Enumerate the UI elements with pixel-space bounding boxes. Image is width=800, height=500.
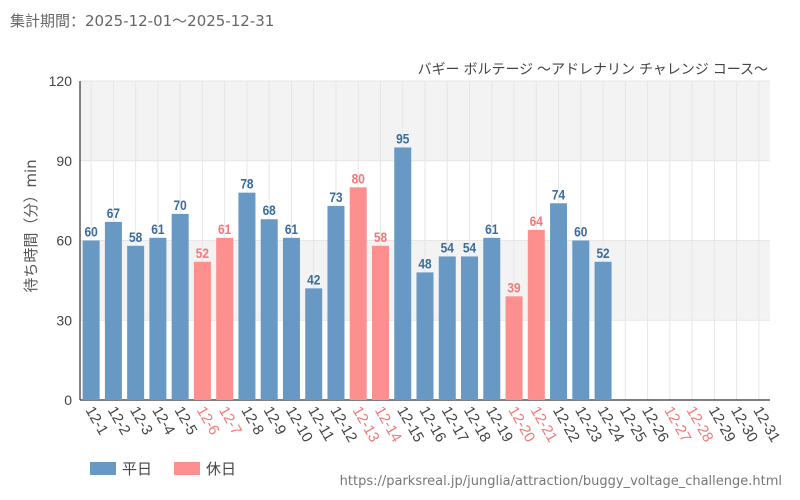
bar-12-8 — [238, 192, 256, 400]
bar-12-7 — [216, 237, 234, 400]
bar-value-label: 54 — [463, 240, 477, 256]
bar-12-23 — [572, 240, 590, 400]
bar-12-17 — [438, 256, 456, 400]
bar-12-9 — [260, 219, 278, 400]
bar-value-label: 80 — [352, 170, 365, 186]
bar-12-1 — [82, 240, 100, 400]
bar-12-6 — [193, 261, 211, 400]
bar-12-3 — [127, 245, 145, 400]
bar-12-19 — [483, 237, 501, 400]
bar-value-label: 58 — [129, 229, 142, 245]
x-tick-labels: 12-112-212-312-412-512-612-712-812-912-1… — [82, 404, 784, 446]
x-tick-label: 12-2 — [104, 404, 134, 439]
bar-value-label: 60 — [574, 224, 587, 240]
y-tick-label: 0 — [64, 392, 72, 408]
bar-value-label: 95 — [396, 131, 409, 147]
bar-12-5 — [171, 213, 189, 400]
bar-value-label: 67 — [107, 205, 120, 221]
source-url: https://parksreal.jp/junglia/attraction/… — [339, 474, 782, 489]
bar-12-14 — [371, 245, 389, 400]
legend-weekday: 平日 — [90, 458, 152, 479]
x-tick-label: 12-9 — [260, 404, 290, 439]
bar-value-label: 54 — [441, 240, 455, 256]
bar-value-label: 42 — [307, 271, 320, 287]
x-tick-label: 12-4 — [148, 404, 178, 439]
bar-value-label: 73 — [329, 189, 342, 205]
x-tick-label: 12-7 — [215, 404, 245, 439]
legend-holiday: 休日 — [174, 458, 236, 479]
bar-12-16 — [416, 272, 434, 400]
bar-value-label: 58 — [374, 229, 387, 245]
bar-12-10 — [282, 237, 300, 400]
bar-value-label: 74 — [552, 186, 566, 202]
bar-value-label: 70 — [174, 197, 187, 213]
bar-value-label: 61 — [285, 221, 298, 237]
period-label: 集計期間：2025-12-01～2025-12-31 — [10, 12, 275, 30]
x-tick-label: 12-6 — [193, 404, 223, 439]
bar-12-20 — [505, 296, 523, 400]
bar-12-18 — [461, 256, 479, 400]
bar-12-11 — [305, 288, 323, 400]
bar-value-label: 64 — [530, 213, 544, 229]
y-axis-label: 待ち時間（分）min — [22, 159, 40, 292]
x-tick-label: 12-3 — [126, 404, 156, 439]
bar-12-2 — [104, 221, 122, 400]
y-tick-label: 30 — [56, 312, 72, 328]
bar-value-label: 39 — [507, 279, 520, 295]
x-tick-label: 12-8 — [237, 404, 267, 439]
legend-holiday-label: 休日 — [206, 460, 237, 478]
y-tick-label: 60 — [56, 233, 72, 249]
bar-value-label: 52 — [196, 245, 209, 261]
bar-value-label: 48 — [418, 255, 431, 271]
bar-value-label: 60 — [85, 224, 98, 240]
x-tick-label: 12-1 — [82, 404, 112, 439]
y-tick-labels: 0 30 60 90 120 — [49, 73, 73, 408]
bar-12-12 — [327, 205, 345, 400]
bar-value-label: 61 — [151, 221, 164, 237]
chart-title: バギー ボルテージ ～アドレナリン チャレンジ コース～ — [418, 61, 768, 77]
bar-value-label: 68 — [263, 202, 276, 218]
y-tick-label: 90 — [56, 153, 72, 169]
y-tick-label: 120 — [49, 73, 73, 89]
bar-value-label: 61 — [218, 221, 231, 237]
bar-value-label: 78 — [240, 176, 253, 192]
legend-holiday-swatch — [174, 462, 201, 475]
legend-weekday-label: 平日 — [122, 460, 153, 478]
x-tick-label: 12-5 — [171, 404, 201, 439]
bar-12-22 — [550, 203, 568, 400]
bar-12-15 — [394, 147, 412, 400]
bar-12-13 — [349, 187, 367, 400]
legend-weekday-swatch — [90, 462, 116, 475]
bar-12-4 — [149, 237, 167, 400]
bars — [82, 147, 612, 400]
legend: 平日 休日 — [90, 458, 258, 479]
bar-12-21 — [527, 229, 545, 400]
bar-12-24 — [594, 261, 612, 400]
data-labels: 60 67 58 61 70 52 61 78 68 61 42 73 80 58 95 48 54 54 61 39… — [85, 131, 610, 296]
bar-value-label: 61 — [485, 221, 498, 237]
bar-value-label: 52 — [596, 245, 609, 261]
